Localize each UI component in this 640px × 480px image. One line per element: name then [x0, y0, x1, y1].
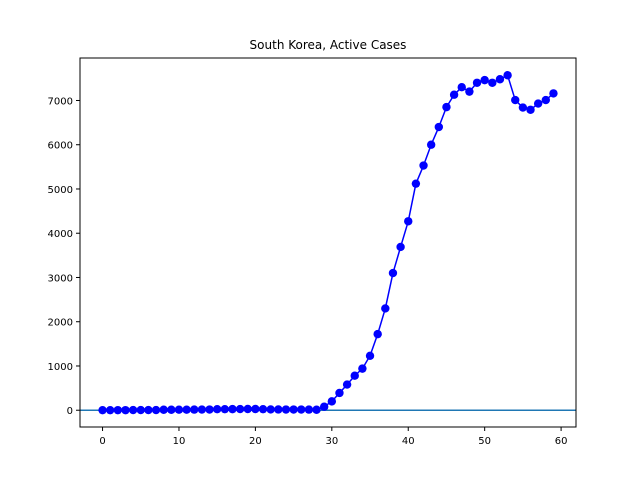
- y-tick-label: 4000: [48, 229, 73, 240]
- chart-title: South Korea, Active Cases: [250, 38, 407, 52]
- data-point: [113, 405, 123, 415]
- data-point: [98, 405, 107, 415]
- data-point: [526, 105, 535, 114]
- data-point: [350, 371, 359, 380]
- data-point: [411, 179, 421, 188]
- data-point: [358, 364, 367, 373]
- x-tick-label: 40: [402, 436, 415, 447]
- data-point: [228, 404, 237, 414]
- data-point: [182, 405, 191, 414]
- data-point: [121, 405, 130, 415]
- data-point: [235, 404, 245, 414]
- data-point: [511, 95, 520, 105]
- data-point: [381, 304, 390, 313]
- plot-area: [80, 71, 576, 415]
- data-point: [442, 102, 451, 112]
- data-point: [449, 90, 459, 99]
- data-point: [388, 268, 398, 278]
- y-tick-label: 3000: [48, 273, 73, 284]
- data-point: [373, 329, 382, 339]
- x-tick-label: 50: [478, 436, 491, 447]
- data-point: [419, 161, 428, 170]
- data-point: [266, 405, 275, 414]
- data-point: [281, 405, 291, 414]
- data-point: [128, 405, 138, 415]
- x-tick-label: 30: [325, 436, 338, 447]
- data-point: [426, 140, 436, 149]
- y-tick-label: 5000: [48, 185, 73, 196]
- data-point: [327, 397, 337, 406]
- data-point: [434, 122, 444, 132]
- data-point: [274, 405, 283, 414]
- data-point: [335, 388, 344, 398]
- data-point: [167, 405, 176, 414]
- data-point: [549, 89, 558, 98]
- data-point: [503, 71, 512, 80]
- data-point: [488, 78, 497, 87]
- data-point: [319, 402, 329, 411]
- data-point: [144, 405, 153, 415]
- data-point: [495, 75, 505, 84]
- data-point: [174, 405, 184, 414]
- data-point: [472, 78, 482, 87]
- data-point: [190, 405, 199, 414]
- data-point: [396, 242, 405, 252]
- data-point: [212, 405, 222, 414]
- y-tick-label: 2000: [48, 318, 73, 329]
- data-point: [404, 217, 413, 226]
- data-point: [205, 405, 214, 414]
- data-point: [243, 404, 252, 414]
- data-point: [136, 405, 145, 415]
- data-point: [541, 95, 551, 105]
- data-point: [105, 405, 115, 415]
- data-point: [151, 405, 161, 415]
- y-tick-label: 0: [67, 406, 73, 417]
- data-point: [342, 380, 352, 389]
- data-point: [258, 404, 268, 414]
- data-point: [457, 83, 466, 92]
- plot-content: [80, 71, 576, 415]
- data-point: [465, 87, 474, 96]
- data-point: [197, 405, 207, 414]
- x-tick-label: 60: [555, 436, 568, 447]
- plot-frame: [79, 57, 577, 428]
- data-point: [159, 405, 168, 414]
- data-point: [251, 404, 260, 414]
- data-point: [304, 405, 314, 414]
- axes: 0 10 20 30 40 50 60 0 1000 2000 3000 4000 5000 6000 70…: [48, 57, 577, 447]
- y-tick-label: 7000: [48, 96, 73, 107]
- x-tick-label: 20: [249, 436, 262, 447]
- data-point: [289, 405, 298, 414]
- data-point: [220, 404, 230, 414]
- y-tick-label: 6000: [48, 141, 73, 152]
- data-point: [518, 103, 528, 112]
- data-point: [312, 405, 321, 414]
- data-point: [533, 99, 543, 108]
- data-point: [297, 405, 306, 414]
- x-tick-label: 0: [99, 436, 105, 447]
- y-tick-label: 1000: [48, 362, 73, 373]
- data-point: [480, 75, 489, 85]
- data-point: [365, 351, 375, 361]
- x-tick-label: 10: [173, 436, 186, 447]
